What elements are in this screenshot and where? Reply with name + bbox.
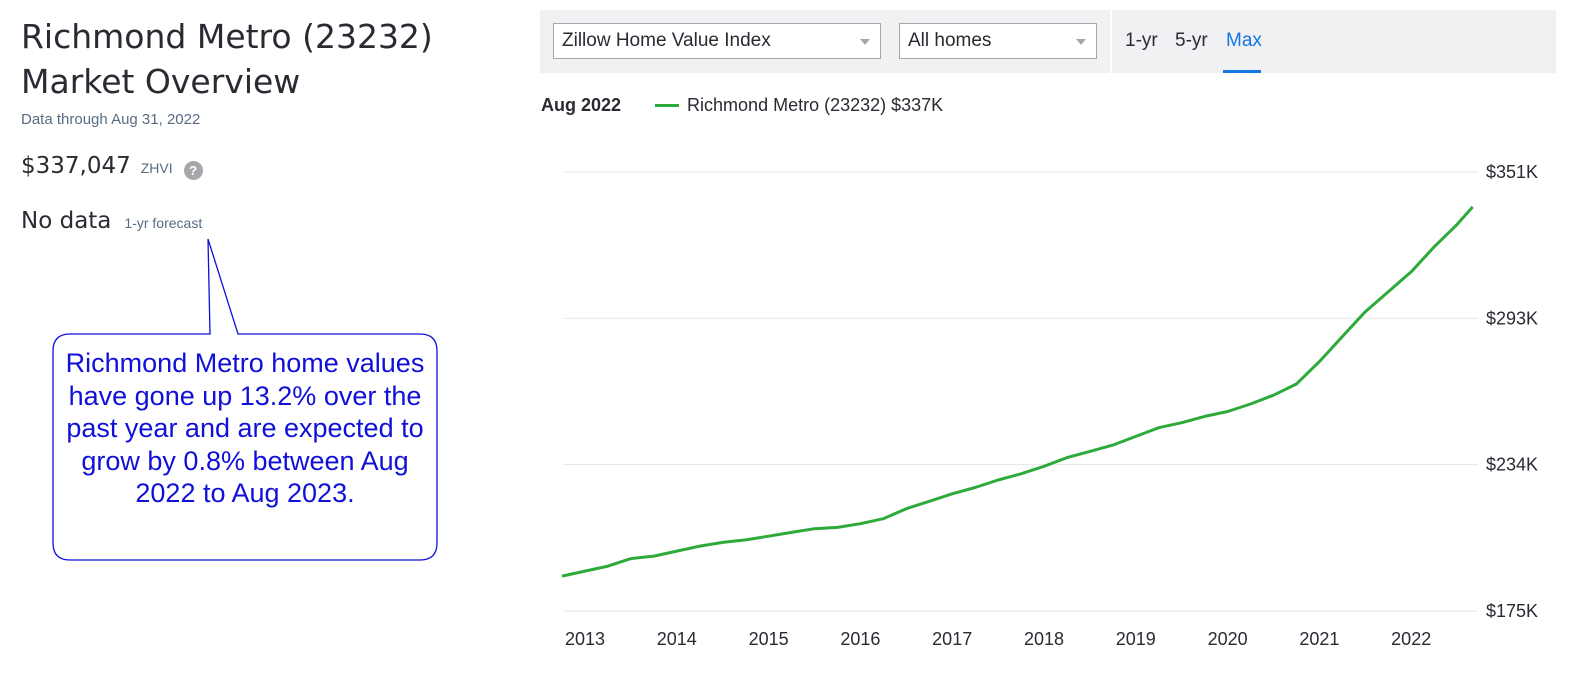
x-tick-label: 2016 — [840, 629, 880, 649]
chart-toolbar: Zillow Home Value Index All homes 1-yr 5… — [540, 10, 1556, 73]
metric-select-value: Zillow Home Value Index — [562, 30, 771, 51]
tab-1-yr[interactable]: 1-yr — [1125, 30, 1158, 51]
x-tick-label: 2021 — [1299, 629, 1339, 649]
y-tick-label: $234K — [1486, 455, 1538, 475]
home-type-select-value: All homes — [908, 30, 992, 51]
home-type-select[interactable]: All homes — [899, 23, 1097, 59]
chart-legend: Aug 2022 Richmond Metro (23232) $337K — [541, 95, 943, 116]
x-tick-label: 2015 — [749, 629, 789, 649]
legend-swatch — [655, 104, 680, 107]
chevron-down-icon — [1076, 39, 1086, 45]
y-tick-label: $351K — [1486, 162, 1538, 182]
legend-date: Aug 2022 — [541, 95, 622, 115]
x-tick-label: 2019 — [1116, 629, 1156, 649]
forecast-label: 1-yr forecast — [124, 215, 203, 231]
legend-series-label: Richmond Metro (23232) $337K — [687, 95, 944, 115]
x-tick-label: 2014 — [657, 629, 697, 649]
series-line — [561, 205, 1474, 578]
x-tick-label: 2020 — [1208, 629, 1248, 649]
range-tabs: 1-yr 5-yr Max — [1110, 10, 1262, 73]
data-through-date: Data through Aug 31, 2022 — [21, 111, 201, 128]
x-tick-label: 2013 — [565, 629, 605, 649]
chevron-down-icon — [860, 39, 870, 45]
metric-select[interactable]: Zillow Home Value Index — [553, 23, 881, 59]
help-icon[interactable]: ? — [183, 161, 203, 180]
x-tick-label: 2022 — [1391, 629, 1431, 649]
x-tick-label: 2017 — [932, 629, 972, 649]
zhvi-row: $337,047 ZHVI ? — [21, 153, 203, 180]
tab-5-yr[interactable]: 5-yr — [1175, 30, 1208, 51]
page-title: Richmond Metro (23232) Market Overview — [21, 17, 433, 101]
forecast-value: No data — [21, 208, 112, 234]
y-tick-label: $293K — [1486, 308, 1538, 328]
y-tick-label: $175K — [1486, 601, 1538, 621]
x-tick-label: 2018 — [1024, 629, 1064, 649]
callout-bubble — [52, 238, 438, 561]
active-tab-indicator — [1223, 70, 1261, 73]
callout-text: Richmond Metro home values have gone up … — [65, 348, 425, 509]
zhvi-value: $337,047 — [21, 153, 131, 179]
callout-outline — [52, 238, 438, 561]
tab-max[interactable]: Max — [1226, 30, 1262, 51]
zhvi-label: ZHVI — [140, 160, 173, 176]
forecast-row: No data 1-yr forecast — [21, 208, 202, 234]
